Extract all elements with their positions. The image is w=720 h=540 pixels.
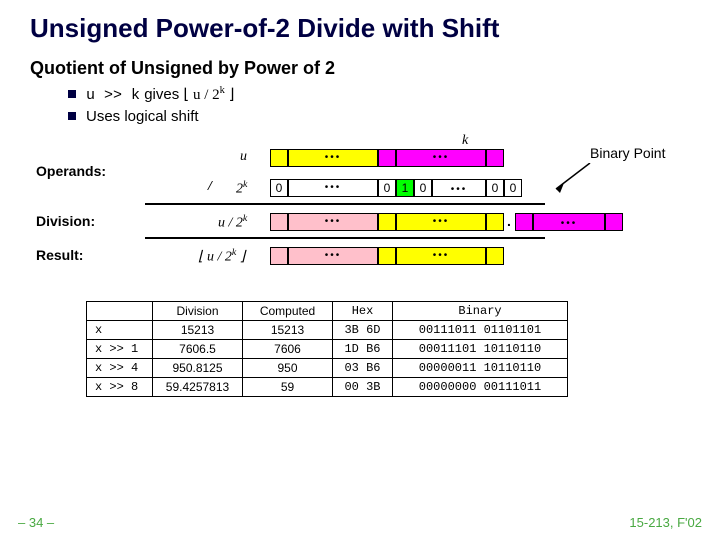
slash-label: / [208,179,212,195]
bit-dots [396,213,486,231]
operands-label: Operands: [36,163,106,179]
example-table: Division Computed Hex Binary x1521315213… [86,301,568,397]
table-header-row: Division Computed Hex Binary [87,301,568,320]
u-label: u [240,149,247,165]
bit-cell [378,247,396,265]
slide-subtitle: Quotient of Unsigned by Power of 2 [30,58,690,79]
bit-dots [288,179,378,197]
table-cell: 15213 [153,320,243,339]
bit-cell [270,247,288,265]
bit-cell: 0 [270,179,288,197]
table-cell: 15213 [243,320,333,339]
bitrow-result [270,247,504,265]
bit-cell: 0 [486,179,504,197]
bullet-list: u >> k gives ⌊ u / 2k ⌋ Uses logical shi… [68,85,690,125]
table-cell: 950 [243,358,333,377]
bit-cell: 0 [414,179,432,197]
table-cell: 59 [243,377,333,396]
result-expr: ⌊ u / 2k ⌋ [198,247,245,266]
table-row: x >> 4950.812595003 B600000011 10110110 [87,358,568,377]
bit-dots [533,213,605,231]
table-cell: 59.4257813 [153,377,243,396]
table-row: x15213152133B 6D00111011 01101101 [87,320,568,339]
bit-cell [270,213,288,231]
course-label: 15-213, F'02 [629,515,702,530]
table-header [87,301,153,320]
bullet-1-expr: ⌊ u / 2k ⌋ [183,87,234,103]
bullet-icon [68,90,76,98]
page-number: – 34 – [18,515,54,530]
bullet-2: Uses logical shift [68,108,690,125]
table-cell: 00000000 00111011 [393,377,568,396]
table-cell: 00111011 01101101 [393,320,568,339]
bit-cell: 0 [504,179,522,197]
table-cell: x >> 8 [87,377,153,396]
bullet-1-mid: gives [144,86,183,103]
arrow-icon [550,163,600,213]
table-cell: x [87,320,153,339]
binary-point-label: Binary Point [590,145,665,161]
bit-cell [605,213,623,231]
bit-cell [270,149,288,167]
bit-dots [396,149,486,167]
table-cell: x >> 1 [87,339,153,358]
table-header: Computed [243,301,333,320]
table-cell: 03 B6 [333,358,393,377]
bitrow-div [270,213,504,231]
bit-cell [515,213,533,231]
table-cell: 950.8125 [153,358,243,377]
table-cell: x >> 4 [87,358,153,377]
table-row: x >> 859.42578135900 3B00000000 00111011 [87,377,568,396]
div-expr: u / 2k [218,213,247,232]
bullet-2-text: Uses logical shift [86,108,199,125]
bit-cell: 0 [378,179,396,197]
table-cell: 00000011 10110110 [393,358,568,377]
bitrow-u [270,149,504,167]
divider-line [145,237,545,239]
table-cell: 1D B6 [333,339,393,358]
table-header: Binary [393,301,568,320]
bit-cell [486,247,504,265]
bullet-1: u >> k gives ⌊ u / 2k ⌋ [68,85,690,104]
bit-dots [288,247,378,265]
k-label: k [462,133,468,149]
bullet-icon [68,112,76,120]
bit-cell [378,149,396,167]
result-label: Result: [36,247,83,263]
bit-cell [486,213,504,231]
bit-cell: 1 [396,179,414,197]
twok-label: 2k [236,179,247,198]
table-cell: 3B 6D [333,320,393,339]
bitrow-2k: 0 0 1 0 0 0 [270,179,522,197]
table-header: Division [153,301,243,320]
table-cell: 00011101 10110110 [393,339,568,358]
bit-dots [432,179,486,197]
bit-dots [396,247,486,265]
table-cell: 00 3B [333,377,393,396]
bit-dots [288,149,378,167]
bit-cell [486,149,504,167]
table-cell: 7606.5 [153,339,243,358]
slide-title: Unsigned Power-of-2 Divide with Shift [30,14,690,44]
divider-line [145,203,545,205]
table-header: Hex [333,301,393,320]
table-row: x >> 17606.576061D B600011101 10110110 [87,339,568,358]
bit-diagram: k Binary Point u Operands: / 2k 0 0 1 0 … [90,135,690,295]
division-label: Division: [36,213,95,229]
table-cell: 7606 [243,339,333,358]
bit-dots [288,213,378,231]
bitrow-frac [515,213,623,231]
bullet-1-code: u >> k [86,87,140,104]
binary-point-dot: . [507,213,511,229]
bit-cell [378,213,396,231]
